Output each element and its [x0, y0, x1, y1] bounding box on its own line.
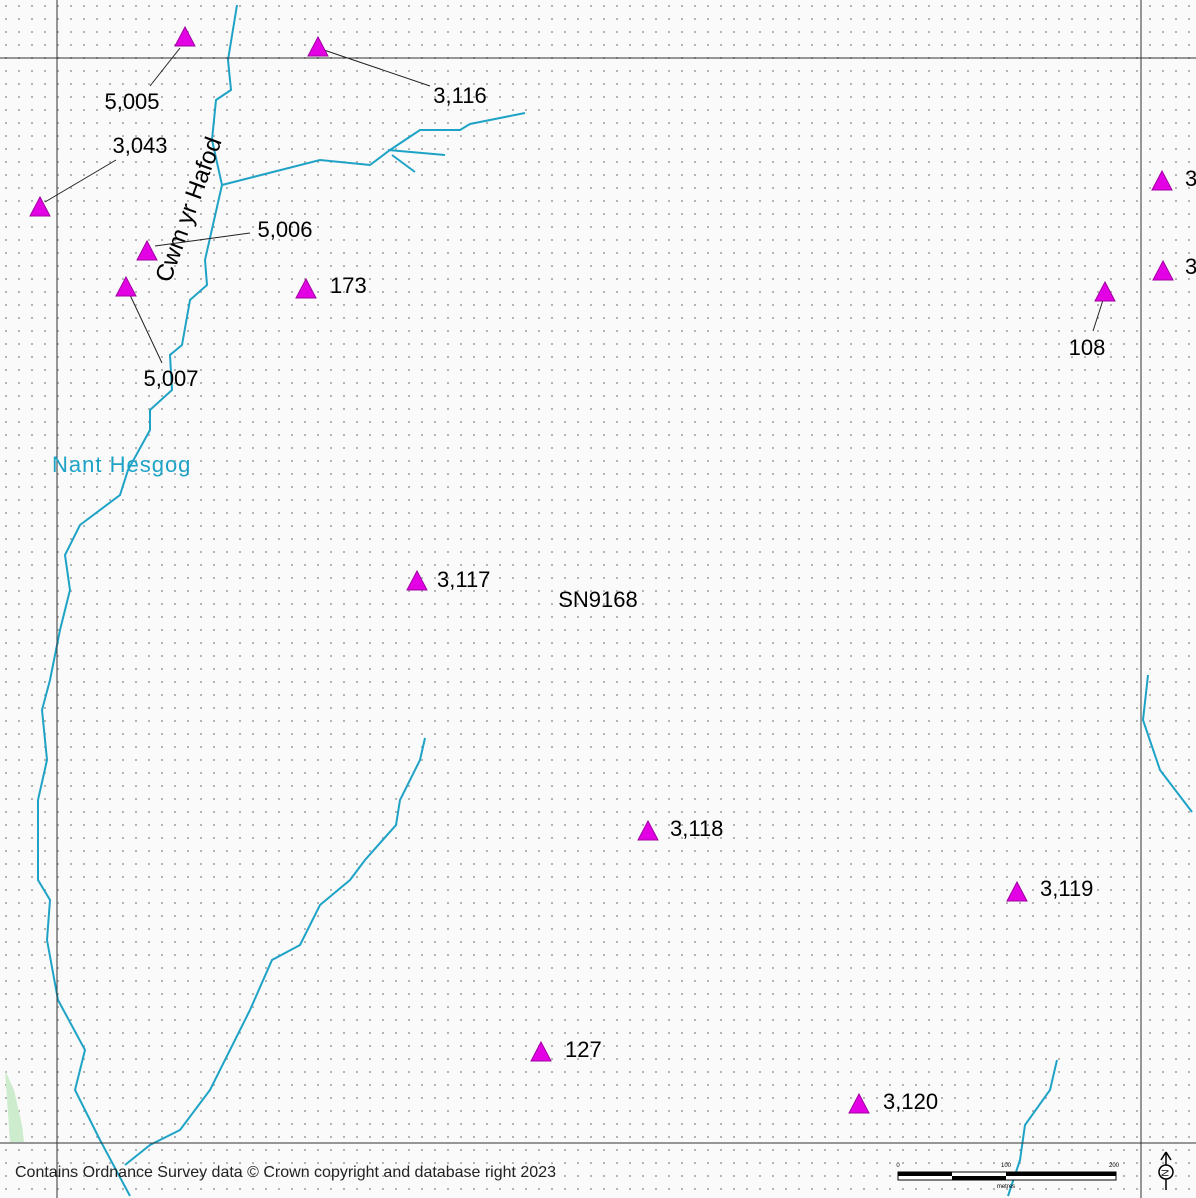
north-label: N	[1161, 1169, 1172, 1176]
north-arrow-circle	[1158, 1164, 1174, 1180]
site-label: 5,006	[257, 217, 312, 242]
site-label: 3,117	[437, 567, 490, 592]
scale-label: 0	[896, 1163, 900, 1169]
site-marker	[174, 25, 196, 47]
leader-line	[1092, 299, 1104, 332]
scale-label: 100	[1001, 1163, 1012, 1169]
leader-line	[317, 47, 431, 87]
scale-unit: metres	[997, 1184, 1015, 1190]
site-label: 3,118	[670, 816, 723, 841]
site-label: 3,043	[112, 133, 167, 158]
leader-line	[129, 294, 163, 364]
site-marker	[848, 1092, 870, 1114]
site-marker	[637, 819, 659, 841]
site-label: 5,005	[104, 89, 159, 114]
site-marker	[1151, 169, 1173, 191]
site-marker	[295, 277, 317, 299]
site-label: 173	[330, 273, 367, 298]
site-label: 108	[1069, 335, 1106, 360]
sites: 5,005 3,116 3,043 5,006 5,007 173 108 3,117 3,11…	[29, 25, 1196, 1114]
stream	[221, 112, 526, 186]
site-marker	[136, 239, 158, 261]
scale-label: 200	[1109, 1163, 1120, 1169]
site-label: 3,116	[433, 83, 486, 108]
stream	[1141, 674, 1193, 813]
site-label: 3	[1185, 166, 1196, 191]
scale-bar: 0 100 200 metres	[896, 1163, 1119, 1190]
stream	[37, 4, 238, 1197]
copyright: Contains Ordnance Survey data © Crown co…	[15, 1164, 556, 1181]
stream-label: Nant Hesgog	[52, 452, 191, 477]
stream	[391, 154, 416, 173]
stream	[387, 149, 446, 156]
leader-line	[149, 47, 181, 87]
leader-line	[44, 159, 117, 203]
scale-segment	[952, 1176, 1006, 1180]
scale-segment	[898, 1172, 952, 1176]
site-marker	[307, 35, 329, 57]
leader-line	[154, 232, 251, 247]
grid-square-label: SN9168	[558, 587, 638, 612]
site-marker	[115, 275, 137, 297]
site-marker	[1152, 259, 1174, 281]
site-label: 5,007	[143, 366, 198, 391]
site-marker	[406, 569, 428, 591]
site-label: 3,119	[1040, 876, 1093, 901]
stream	[124, 737, 426, 1166]
streams	[37, 4, 1193, 1197]
site-label: 3	[1185, 254, 1196, 279]
scale-segment	[1006, 1172, 1116, 1176]
north-arrow: N	[1158, 1151, 1174, 1190]
site-marker	[29, 195, 51, 217]
site-label: 3,120	[883, 1089, 938, 1114]
site-label: 127	[565, 1037, 602, 1062]
site-marker	[1094, 280, 1116, 302]
site-marker	[530, 1040, 552, 1062]
site-marker	[1006, 880, 1028, 902]
woodland	[5, 1070, 24, 1142]
